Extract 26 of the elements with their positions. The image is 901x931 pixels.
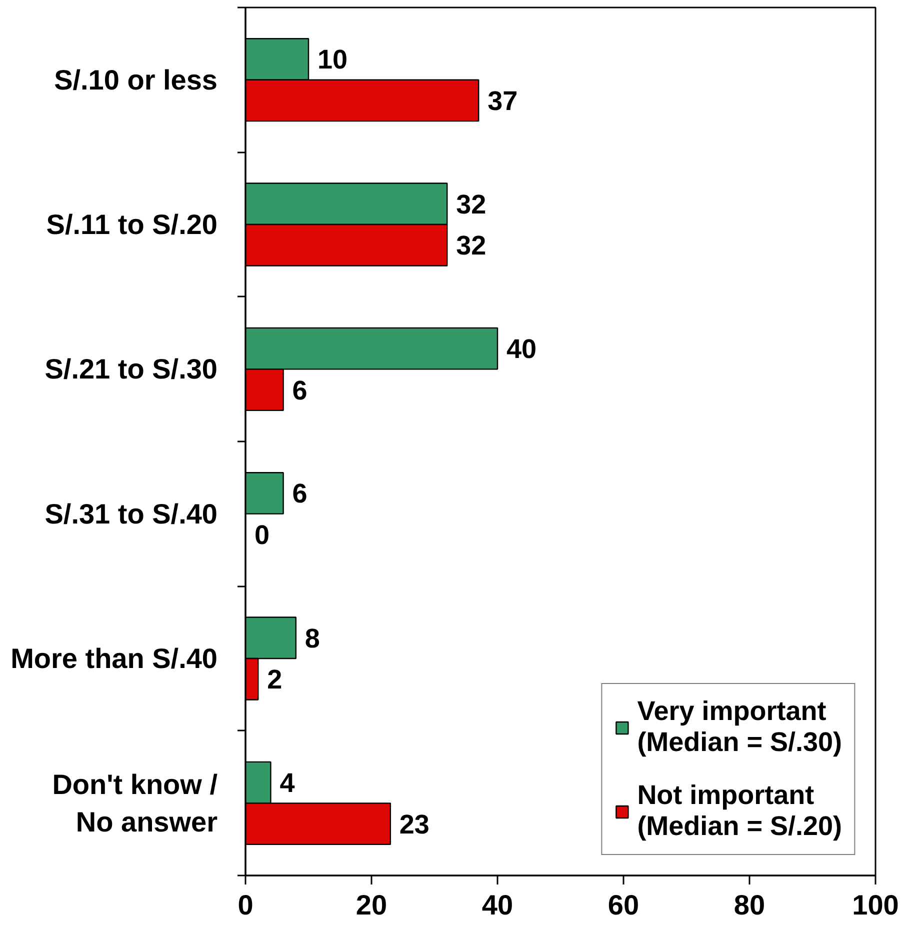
x-tick-label: 60 bbox=[608, 890, 640, 920]
data-label: 32 bbox=[456, 189, 486, 220]
data-label: 32 bbox=[456, 230, 486, 261]
legend-label: Not important (Median = S/.20) bbox=[637, 780, 842, 842]
y-tick-label: More than S/.40 bbox=[10, 643, 218, 674]
data-label: 40 bbox=[506, 334, 537, 364]
y-tick-label: Don't know / No answer bbox=[52, 769, 218, 838]
x-tick-label: 20 bbox=[356, 890, 388, 920]
data-label: 23 bbox=[399, 809, 430, 840]
data-label: 4 bbox=[280, 768, 295, 798]
x-tick-label: 40 bbox=[482, 890, 514, 920]
y-tick-label: S/.11 to S/.20 bbox=[46, 209, 218, 240]
data-label: 37 bbox=[488, 86, 518, 116]
y-tick-label: S/.10 or less bbox=[54, 64, 218, 96]
data-label: 8 bbox=[304, 623, 320, 654]
data-label: 6 bbox=[292, 478, 308, 509]
data-label: 10 bbox=[318, 44, 348, 75]
legend-label: Very important (Median = S/.30) bbox=[637, 696, 842, 758]
data-label: 2 bbox=[267, 664, 282, 695]
x-tick-label: 80 bbox=[734, 890, 766, 920]
y-tick-label: S/.31 to S/.40 bbox=[44, 498, 218, 530]
x-tick-label: 0 bbox=[238, 890, 254, 920]
data-label: 0 bbox=[254, 520, 270, 550]
x-tick-label: 100 bbox=[852, 890, 899, 920]
y-tick-label: S/.21 to S/.30 bbox=[44, 354, 218, 385]
data-label: 6 bbox=[292, 375, 308, 406]
